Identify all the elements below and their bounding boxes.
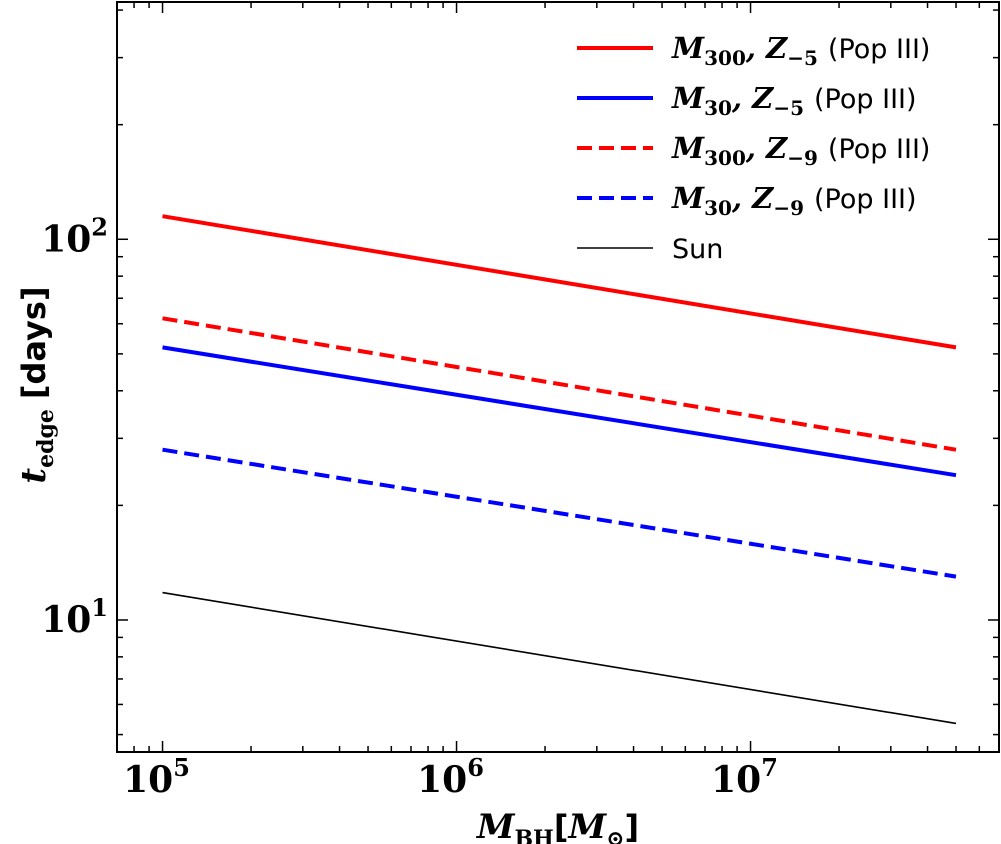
- legend-label-m30-z5: M30, Z−5 (Pop III): [671, 81, 917, 120]
- legend: M300, Z−5 (Pop III) M30, Z−5 (Pop III) M300,…: [577, 31, 930, 265]
- y-axis-label: tedge[days]: [14, 286, 59, 483]
- x-axis-label: MBH[M⊙]: [476, 807, 639, 844]
- legend-label-m300-z9: M300, Z−9 (Pop III): [671, 131, 930, 170]
- x-tick-label: 106: [417, 753, 484, 801]
- series-layer: [162, 214, 957, 725]
- plot-frame: [116, 1, 1000, 753]
- y-tick-label: 101: [41, 593, 108, 641]
- legend-label-sun: Sun: [672, 234, 723, 265]
- x-tick-label: 105: [123, 753, 190, 801]
- legend-label-m30-z9: M30, Z−9 (Pop III): [671, 181, 917, 220]
- y-tick-label: 102: [41, 212, 108, 260]
- series-line-m30-z9: [162, 447, 957, 579]
- legend-label-m300-z5: M300, Z−5 (Pop III): [671, 31, 930, 70]
- series-line-sun: [162, 591, 957, 725]
- series-line-m300-z9: [162, 316, 957, 452]
- series-line-m300-z5: [162, 214, 957, 350]
- series-line-m30-z5: [162, 345, 957, 478]
- tick-labels: 105 106 107 101 102: [41, 212, 778, 801]
- x-tick-label: 107: [711, 753, 778, 801]
